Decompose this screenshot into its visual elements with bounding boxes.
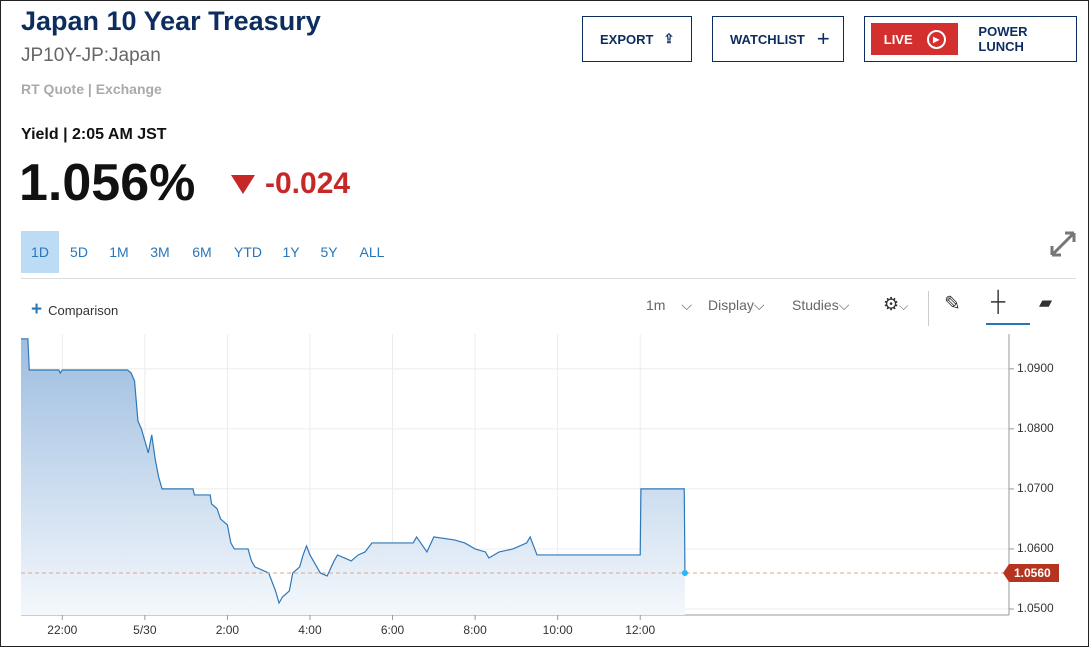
last-point: [681, 569, 688, 576]
range-tab[interactable]: 5Y: [320, 244, 338, 260]
down-arrow: [231, 175, 255, 194]
label: Studies: [792, 297, 839, 313]
x-tick-label: 12:00: [625, 623, 655, 637]
draw-icon[interactable]: ✎: [944, 293, 961, 315]
studies[interactable]: Studies⌵: [792, 297, 850, 313]
change: -0.024: [265, 167, 351, 200]
comparison[interactable]: + Comparison: [31, 299, 119, 320]
last-value-tag: [1003, 563, 1059, 582]
comment-icon[interactable]: ▰: [1039, 293, 1053, 312]
label: WATCHLIST: [730, 31, 805, 47]
icon: ⇪: [663, 31, 675, 46]
y-tick-label: 1.0600: [1017, 541, 1054, 555]
line: [21, 338, 686, 605]
expand-icon[interactable]: [1049, 230, 1077, 258]
settings-icon[interactable]: ⚙⌵: [883, 294, 909, 314]
watchlist-button[interactable]: WATCHLIST +: [712, 16, 844, 62]
quote-label: Yield | 2:05 AM JST: [21, 126, 167, 143]
range-tab[interactable]: 5D: [70, 244, 88, 260]
range-tab[interactable]: 1D: [21, 231, 59, 273]
x-tick-label: 10:00: [543, 623, 573, 637]
live-badge: LIVE ▶: [871, 23, 959, 55]
range-tab[interactable]: 6M: [192, 244, 212, 260]
title: Japan 10 Year Treasury: [21, 6, 321, 36]
icon: ▶: [926, 29, 946, 49]
export-button[interactable]: EXPORT ⇪: [582, 16, 692, 62]
live-button[interactable]: LIVE ▶ POWER LUNCH: [864, 16, 1077, 62]
x-tick-label: 8:00: [463, 623, 487, 637]
area: [21, 338, 685, 615]
x-tick-label: 22:00: [47, 623, 77, 637]
last-value-label: 1.0560: [1014, 566, 1051, 580]
source: RT Quote | Exchange: [21, 81, 162, 97]
label: EXPORT: [600, 31, 654, 47]
x-tick-label: 6:00: [381, 623, 405, 637]
range-tab[interactable]: ALL: [359, 244, 385, 260]
label: POWER LUNCH: [978, 24, 1028, 54]
icon: +: [816, 26, 830, 51]
range-tab[interactable]: 1M: [109, 244, 129, 260]
active-underline: [986, 323, 1030, 325]
crosshair-icon[interactable]: ┼: [991, 291, 1006, 313]
label: Display: [708, 297, 754, 313]
range-tab[interactable]: YTD: [234, 244, 262, 260]
x-tick-label: 4:00: [298, 623, 322, 637]
x-tick-label: 5/30: [133, 623, 157, 637]
label: 1m: [646, 297, 666, 313]
display[interactable]: Display⌵: [708, 297, 765, 313]
interval[interactable]: 1m ⌵: [646, 297, 692, 313]
y-tick-label: 1.0700: [1017, 481, 1054, 495]
price: 1.056%: [19, 154, 196, 212]
divider: [21, 278, 1076, 279]
x-tick-label: 2:00: [216, 623, 240, 637]
label: Comparison: [48, 303, 119, 318]
label: LIVE: [883, 31, 913, 47]
range-tab[interactable]: 3M: [150, 244, 170, 260]
y-tick-label: 1.0900: [1017, 361, 1054, 375]
symbol: JP10Y-JP:Japan: [21, 45, 161, 66]
range-tab[interactable]: 1Y: [282, 244, 300, 260]
y-tick-label: 1.0500: [1017, 601, 1054, 615]
y-tick-label: 1.0800: [1017, 421, 1054, 435]
separator: [928, 291, 929, 326]
